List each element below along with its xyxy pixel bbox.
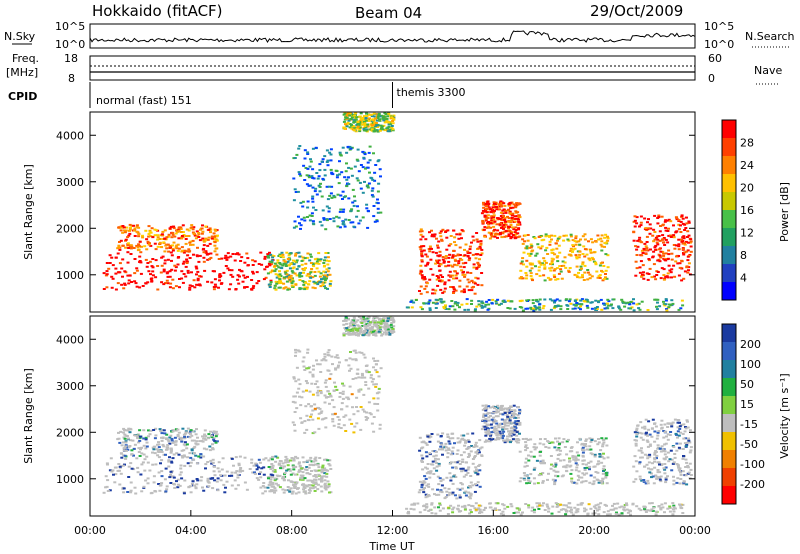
power-heatmap [102,112,693,312]
colorbar-segment [722,210,736,229]
colorbar-tick-label: 4 [740,272,747,285]
cpid-mode-normal: normal (fast) 151 [96,94,192,107]
x-tick-label: 00:00 [679,524,711,537]
velocity-colorbar: 200 100 50 15 -15 -50 -100 -200 [721,323,765,505]
colorbar-segment [722,156,736,175]
colorbar-segment [722,264,736,283]
freq-panel [89,55,696,81]
cpid-mode-themis: themis 3300 [397,86,466,99]
power-panel-frame [89,111,696,313]
colorbar-segment [722,468,736,487]
colorbar-frame [721,119,737,301]
colorbar-segment [722,192,736,211]
velocity-ylabel: Slant Range [km] [22,368,35,464]
colorbar-tick-label: -100 [740,458,765,471]
power-colorbar: 28 24 20 16 12 8 4 [721,119,754,301]
power-colorbar-label: Power [dB] [778,182,791,242]
colorbar-tick-label: -200 [740,478,765,491]
colorbar-segment [722,360,736,379]
nave-tick-top: 60 [708,52,722,65]
nsky-tick-top: 10^5 [55,20,85,33]
colorbar-segment [722,342,736,361]
colorbar-tick-label: 8 [740,249,747,262]
x-axis-ticks: 00:00 04:00 08:00 12:00 16:00 20:00 00:00 [74,510,711,537]
x-tick-label: 08:00 [276,524,308,537]
beam-title: Beam 04 [355,4,422,22]
x-axis-label: Time UT [368,540,414,553]
station-title: Hokkaido (fitACF) [92,2,223,20]
velocity-heatmap [102,316,693,516]
y-tick-label: 3000 [56,380,84,393]
x-tick-label: 20:00 [578,524,610,537]
colorbar-tick-label: 50 [740,378,754,391]
y-tick-label: 2000 [56,222,84,235]
colorbar-tick-label: 20 [740,182,754,195]
velocity-colorbar-label: Velocity [m s⁻¹] [778,373,791,458]
colorbar-segment [722,378,736,397]
colorbar-segment [722,174,736,193]
y-tick-label: 4000 [56,129,84,142]
x-tick-label: 00:00 [74,524,106,537]
x-tick-label: 04:00 [175,524,207,537]
nsky-tick-bottom: 10^0 [55,38,85,51]
colorbar-tick-label: 100 [740,358,761,371]
colorbar-segment [722,450,736,469]
colorbar-segment [722,120,736,139]
colorbar-segment [722,138,736,157]
power-y-ticks: 1000 2000 3000 4000 [56,129,695,282]
colorbar-tick-label: 200 [740,338,761,351]
colorbar-segment [722,324,736,343]
cpid-label: CPID [8,90,37,103]
nave-label: Nave [754,64,782,77]
nsky-panel [89,23,696,49]
nsearch-label: N.Search [745,30,795,43]
power-ylabel: Slant Range [km] [22,164,35,260]
velocity-y-ticks: 1000 2000 3000 4000 [56,333,695,486]
freq-label-1: Freq. [12,52,39,65]
nsearch-tick-top: 10^5 [704,20,734,33]
colorbar-tick-label: -15 [740,418,758,431]
nsky-label: N.Sky [4,30,36,43]
colorbar-segment [722,414,736,433]
nave-tick-bottom: 0 [708,72,715,85]
nsearch-tick-bottom: 10^0 [704,38,734,51]
y-tick-label: 2000 [56,426,84,439]
colorbar-tick-label: 28 [740,137,754,150]
freq-tick-bottom: 8 [68,72,75,85]
colorbar-segment [722,432,736,451]
freq-label-2: [MHz] [6,66,38,79]
colorbar-tick-label: 24 [740,159,754,172]
nsky-trace [89,30,696,43]
y-tick-label: 1000 [56,269,84,282]
colorbar-segment [722,282,736,301]
freq-tick-top: 18 [64,52,78,65]
colorbar-tick-label: 12 [740,227,754,240]
y-tick-label: 4000 [56,333,84,346]
y-tick-label: 3000 [56,176,84,189]
colorbar-tick-label: 15 [740,398,754,411]
date-title: 29/Oct/2009 [590,2,683,20]
colorbar-segment [722,486,736,505]
x-tick-label: 16:00 [477,524,509,537]
colorbar-segment [722,396,736,415]
colorbar-segment [722,228,736,247]
colorbar-frame [721,323,737,505]
colorbar-segment [722,246,736,265]
x-tick-label: 12:00 [377,524,409,537]
colorbar-tick-label: -50 [740,438,758,451]
colorbar-tick-label: 16 [740,204,754,217]
y-tick-label: 1000 [56,473,84,486]
